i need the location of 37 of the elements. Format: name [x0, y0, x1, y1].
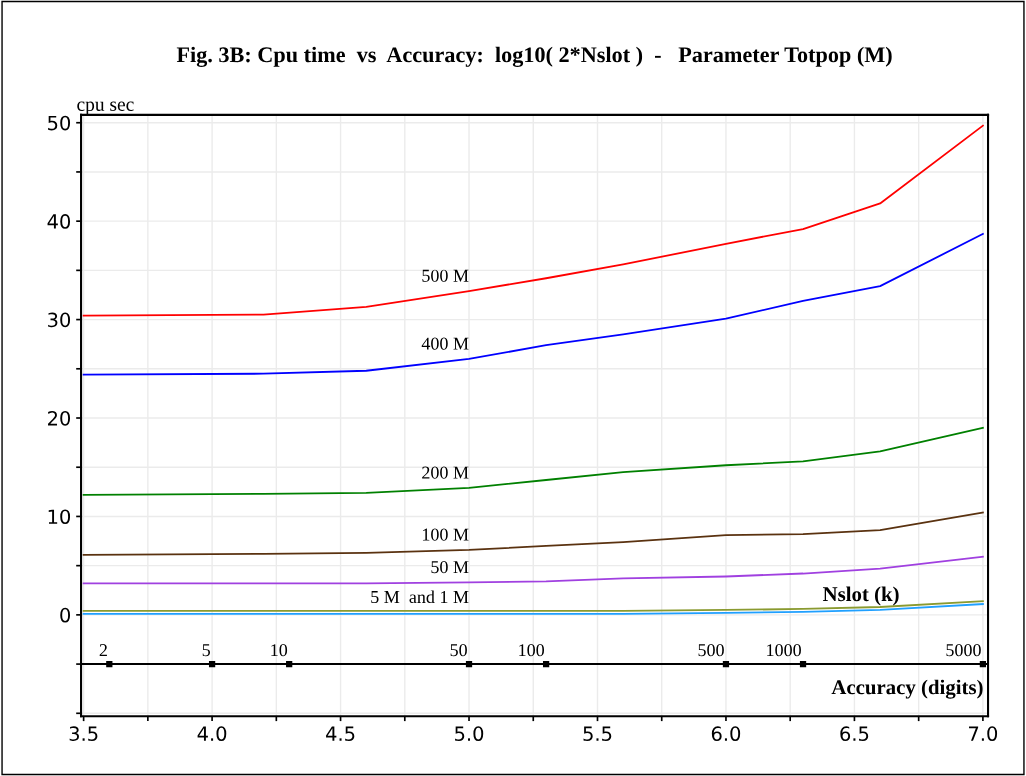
line-series [82, 124, 984, 317]
x-tick-label: 4.5 [326, 726, 355, 742]
annotation: 5000 [946, 644, 981, 657]
y-tick-label: 50 [48, 115, 71, 131]
annotation: 2 [99, 644, 107, 657]
line-series [82, 233, 984, 376]
y-tick-label: 40 [47, 214, 71, 229]
annotation: 10 [271, 644, 288, 657]
y-axis-title: cpu sec [77, 101, 134, 115]
annotation: 1000 [767, 644, 801, 657]
line-series [82, 555, 984, 585]
y-tick-label: 20 [48, 410, 71, 426]
x-tick-label: 5.0 [455, 726, 484, 742]
annotation: 50 [450, 644, 467, 657]
x-tick-label: 6.0 [711, 726, 741, 742]
line-series [82, 511, 984, 556]
annotation: Nslot (k) [822, 586, 899, 606]
line-series [82, 426, 984, 496]
annotation: 5 M and 1 M [371, 590, 469, 604]
y-tick-label: 0 [60, 607, 71, 623]
x-tick-label: 5.5 [583, 726, 612, 742]
series-label: 100 M [422, 528, 469, 541]
y-tick-label: 30 [48, 312, 71, 328]
annotation: 100 [519, 644, 545, 657]
series-label: 50 M [431, 560, 469, 574]
x-tick-label: 7.0 [969, 726, 998, 742]
chart-title: Fig. 3B: Cpu time vs Accuracy: log10( 2*Nslot ) - Parameter Totpop (M) [176, 46, 892, 67]
series-label: 400 M [421, 337, 469, 350]
x-axis-title: Accuracy (digits) [831, 679, 983, 699]
series-label: 500 M [422, 269, 469, 282]
series-label: 200 M [422, 466, 469, 479]
annotation: 5 [202, 644, 210, 657]
x-tick-label: 4.0 [197, 726, 227, 742]
y-tick-label: 10 [48, 509, 71, 525]
annotation: 500 [698, 644, 724, 657]
x-tick-label: 3.5 [69, 726, 98, 742]
x-tick-label: 6.5 [840, 726, 869, 742]
